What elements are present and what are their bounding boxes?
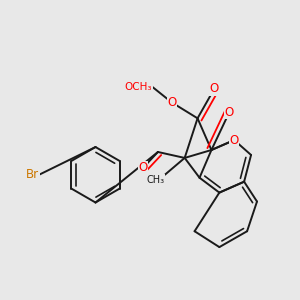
Text: O: O: [230, 134, 239, 147]
Text: O: O: [167, 96, 176, 109]
Text: OCH₃: OCH₃: [124, 82, 152, 92]
Text: O: O: [210, 82, 219, 95]
Text: O: O: [225, 106, 234, 119]
Text: Br: Br: [26, 168, 39, 181]
Text: O: O: [138, 161, 148, 174]
Text: CH₃: CH₃: [147, 175, 165, 185]
